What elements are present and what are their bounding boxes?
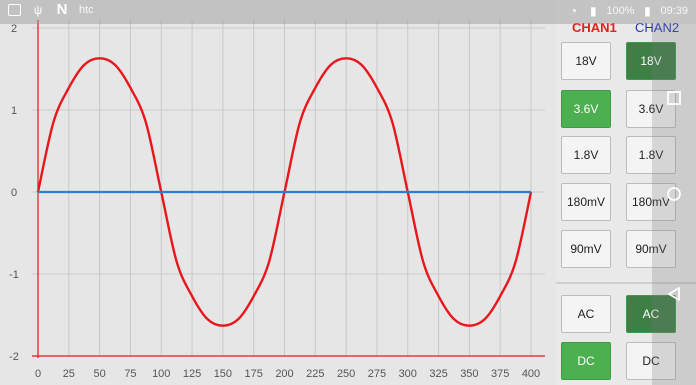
coupling-ch2-button[interactable]: AC: [626, 295, 676, 333]
volt-ch2-button[interactable]: 180mV: [626, 183, 676, 221]
control-panel: CHAN1 CHAN2 18V 18V 3.6V 3.6V 1.8V 1.8V 180mV 1…: [556, 0, 696, 385]
x-tick-label: 25: [63, 368, 75, 380]
chan1-label[interactable]: CHAN1: [572, 20, 617, 35]
x-tick-label: 0: [35, 368, 41, 380]
y-tick-label: -2: [9, 351, 19, 363]
volt-ch1-button[interactable]: 90mV: [561, 230, 611, 268]
status-bar: ψ N htc ◔ ▮ 100% ▮ 09:39: [0, 0, 696, 24]
x-tick-label: 50: [94, 368, 106, 380]
nfc-icon: N: [56, 1, 68, 18]
chan2-label[interactable]: CHAN2: [635, 20, 680, 35]
coupling-ch1-button[interactable]: AC: [561, 295, 611, 333]
y-tick-label: -1: [9, 269, 19, 281]
y-tick-label: 1: [11, 105, 17, 117]
coupling-ch2-button[interactable]: DC: [626, 342, 676, 380]
volt-ch2-button[interactable]: 90mV: [626, 230, 676, 268]
volt-ch1-button[interactable]: 3.6V: [561, 90, 611, 128]
channel-header: CHAN1 CHAN2: [556, 18, 696, 38]
x-tick-label: 225: [306, 368, 324, 380]
x-tick-label: 375: [491, 368, 509, 380]
signal-icon: ▮: [590, 4, 597, 18]
volt-ch1-button[interactable]: 180mV: [561, 183, 611, 221]
home-icon[interactable]: [664, 184, 684, 204]
usb-icon: ψ: [33, 3, 43, 17]
x-tick-label: 75: [124, 368, 136, 380]
volt-ch2-button[interactable]: 1.8V: [626, 136, 676, 174]
x-tick-label: 325: [429, 368, 447, 380]
waveform-chart: 0 25 50 75 100 125 150 175 200 225 250 275 300 325 350…: [9, 20, 545, 380]
x-tick-label: 125: [183, 368, 201, 380]
recent-apps-icon[interactable]: [664, 88, 684, 108]
coupling-ch1-button[interactable]: DC: [561, 342, 611, 380]
x-tick-label: 150: [214, 368, 232, 380]
x-tick-label: 400: [522, 368, 540, 380]
x-tick-label: 350: [460, 368, 478, 380]
volt-ch1-button[interactable]: 1.8V: [561, 136, 611, 174]
nav-bar: [652, 24, 696, 385]
gallery-icon: [8, 4, 21, 16]
carrier-label: htc: [79, 4, 94, 16]
x-tick-label: 100: [152, 368, 170, 380]
y-tick-label: 0: [11, 187, 17, 199]
wifi-icon: ◔: [569, 4, 577, 18]
x-tick-label: 200: [275, 368, 293, 380]
volt-ch1-button[interactable]: 18V: [561, 42, 611, 80]
battery-icon: ▮: [644, 4, 651, 18]
x-tick-label: 275: [368, 368, 386, 380]
clock: 09:39: [660, 5, 688, 17]
back-icon[interactable]: [664, 284, 684, 304]
battery-percent: 100%: [606, 5, 635, 17]
panel-divider: [556, 282, 696, 284]
waveform-plot[interactable]: 0 25 50 75 100 125 150 175 200 225 250 275 300 325 350…: [0, 0, 556, 385]
x-tick-label: 300: [399, 368, 417, 380]
x-tick-label: 175: [245, 368, 263, 380]
x-tick-label: 250: [337, 368, 355, 380]
y-tick-label: 2: [11, 23, 17, 35]
volt-ch2-button[interactable]: 18V: [626, 42, 676, 80]
